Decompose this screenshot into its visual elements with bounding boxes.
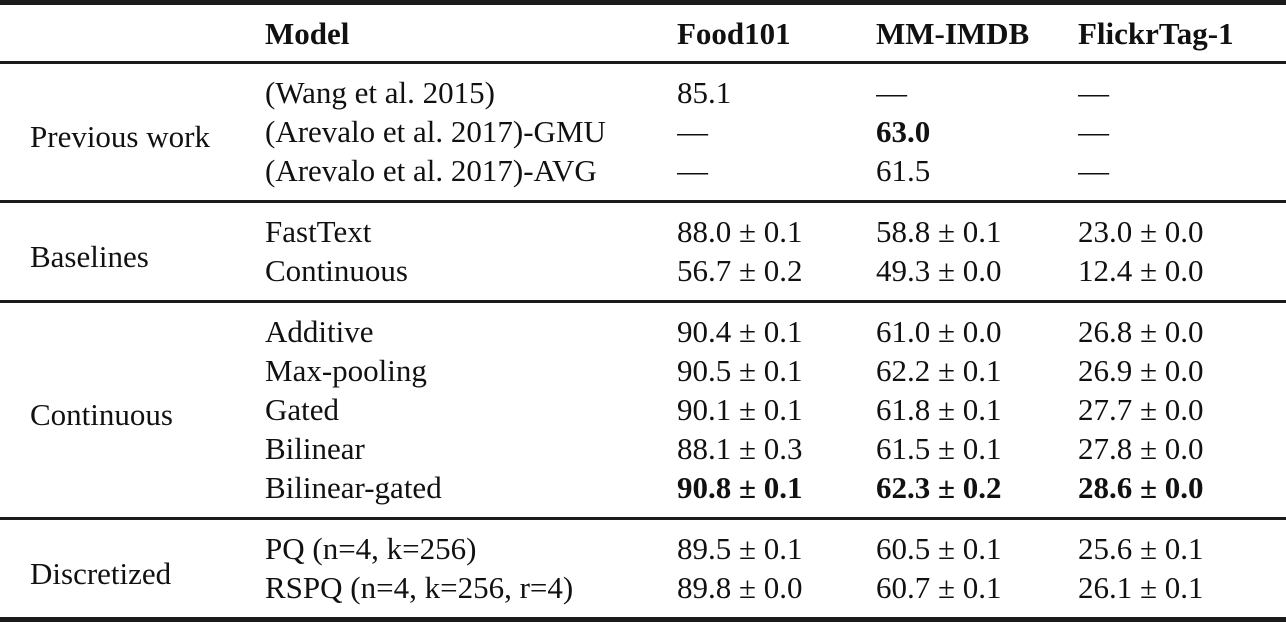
value-cell-flickrtag-1: 25.6 ± 0.1 — [1078, 531, 1204, 566]
model-cell: (Arevalo et al. 2017)-AVG — [265, 153, 597, 188]
value-cell-food101: 88.0 ± 0.1 — [677, 214, 803, 249]
value-cell-mm-imdb: 58.8 ± 0.1 — [876, 214, 1002, 249]
table-row: Discretized PQ (n=4, k=256) 89.5 ± 0.1 60.5… — [0, 519, 1286, 591]
value-cell-food101: 90.5 ± 0.1 — [677, 353, 803, 388]
group-label: Previous work — [30, 119, 210, 154]
value-cell-food101: — — [677, 114, 708, 149]
model-cell: Bilinear — [265, 431, 365, 466]
section-previous-work: Previous work (Wang et al. 2015) 85.1— — (Ar… — [0, 62, 1286, 202]
value-cell-flickrtag-1: 28.6 ± 0.0 — [1078, 470, 1204, 505]
value-cell-flickrtag-1: 26.9 ± 0.0 — [1078, 353, 1204, 388]
model-cell: (Wang et al. 2015) — [265, 75, 495, 110]
value-cell-flickrtag-1: — — [1078, 75, 1109, 110]
value-cell-mm-imdb: 49.3 ± 0.0 — [876, 253, 1002, 288]
section-baselines: Baselines FastText 88.0 ± 0.1 58.8 ± 0.1 23.… — [0, 201, 1286, 302]
value-cell-flickrtag-1: 27.8 ± 0.0 — [1078, 431, 1204, 466]
model-cell: Continuous — [265, 253, 408, 288]
value-cell-flickrtag-1: 27.7 ± 0.0 — [1078, 392, 1204, 427]
table-header: Model Food101 MM-IMDB FlickrTag-1 — [0, 3, 1286, 63]
value-cell-food101: 90.8 ± 0.1 — [677, 470, 803, 505]
value-cell-food101: 56.7 ± 0.2 — [677, 253, 803, 288]
table-row: Gated 90.1 ± 0.1 61.8 ± 0.1 27.7 ± 0.0 — [0, 390, 1286, 429]
value-cell-food101: 85.1 — [677, 75, 732, 110]
group-label: Discretized — [30, 555, 172, 591]
corner-cell — [0, 3, 265, 63]
model-cell: RSPQ (n=4, k=256, r=4) — [265, 570, 574, 605]
section-discretized: Discretized PQ (n=4, k=256) 89.5 ± 0.1 60.5… — [0, 518, 1286, 620]
value-cell-mm-imdb: 63.0 — [876, 114, 931, 149]
table-row: Continuous Additive 90.4 ± 0.1 61.0 ± 0.0 26… — [0, 302, 1286, 432]
value-cell-mm-imdb: 61.8 ± 0.1 — [876, 392, 1002, 427]
value-cell-mm-imdb: 62.3 ± 0.2 — [876, 470, 1002, 505]
group-label: Baselines — [30, 238, 149, 274]
model-cell: Bilinear-gated — [265, 470, 442, 505]
value-cell-flickrtag-1: 23.0 ± 0.0 — [1078, 214, 1204, 249]
table-row: Bilinear 88.1 ± 0.3 61.5 ± 0.1 27.8 ± 0.0 — [0, 429, 1286, 468]
table-row: Continuous 56.7 ± 0.2 49.3 ± 0.0 12.4 ± 0.0 — [0, 251, 1286, 302]
model-cell: Gated — [265, 392, 340, 427]
value-cell-food101: 90.1 ± 0.1 — [677, 392, 803, 427]
value-cell-flickrtag-1: 26.8 ± 0.0 — [1078, 314, 1204, 349]
value-cell-food101: 88.1 ± 0.3 — [677, 431, 803, 466]
model-cell: Max-pooling — [265, 353, 427, 388]
value-cell-flickrtag-1: 12.4 ± 0.0 — [1078, 253, 1204, 288]
table-row: Bilinear-gated 90.8 ± 0.1 62.3 ± 0.2 28.6 ±… — [0, 468, 1286, 519]
column-header-mm-imdb: MM-IMDB — [876, 16, 1030, 51]
table-row: Previous work (Wang et al. 2015) 85.1 — — — [0, 63, 1286, 154]
model-cell: PQ (n=4, k=256) — [265, 531, 477, 566]
model-cell: Additive — [265, 314, 374, 349]
column-header-flickrtag-1: FlickrTag-1 — [1078, 16, 1234, 51]
value-cell-flickrtag-1: — — [1078, 153, 1109, 188]
table-row: Max-pooling 90.5 ± 0.1 62.2 ± 0.1 26.9 ± 0.… — [0, 351, 1286, 390]
value-cell-mm-imdb: 60.5 ± 0.1 — [876, 531, 1002, 566]
value-cell-flickrtag-1: 26.1 ± 0.1 — [1078, 570, 1204, 605]
group-label: Continuous — [30, 397, 173, 432]
value-cell-flickrtag-1: — — [1078, 114, 1109, 149]
value-cell-mm-imdb: 61.5 ± 0.1 — [876, 431, 1002, 466]
value-cell-food101: 90.4 ± 0.1 — [677, 314, 803, 349]
model-cell: FastText — [265, 214, 372, 249]
value-cell-mm-imdb: 60.7 ± 0.1 — [876, 570, 1002, 605]
table-row: (Arevalo et al. 2017)-GMU — 63.0 — — [0, 112, 1286, 151]
table-row: (Arevalo et al. 2017)-AVG — 61.5 — — [0, 151, 1286, 202]
value-cell-food101: — — [677, 153, 708, 188]
value-cell-mm-imdb: — — [876, 75, 907, 110]
value-cell-mm-imdb: 61.5 — [876, 153, 931, 188]
value-cell-mm-imdb: 61.0 ± 0.0 — [876, 314, 1002, 349]
model-cell: (Arevalo et al. 2017)-GMU — [265, 114, 606, 149]
column-header-food101: Food101 — [677, 16, 791, 51]
value-cell-food101: 89.8 ± 0.0 — [677, 570, 803, 605]
table-row: Baselines FastText 88.0 ± 0.1 58.8 ± 0.1 23.… — [0, 202, 1286, 274]
header-row: Model Food101 MM-IMDB FlickrTag-1 — [0, 3, 1286, 63]
column-header-model: Model — [265, 16, 350, 51]
value-cell-mm-imdb: 62.2 ± 0.1 — [876, 353, 1002, 388]
value-cell-food101: 89.5 ± 0.1 — [677, 531, 803, 566]
section-continuous: Continuous Additive 90.4 ± 0.1 61.0 ± 0.0 26… — [0, 301, 1286, 519]
